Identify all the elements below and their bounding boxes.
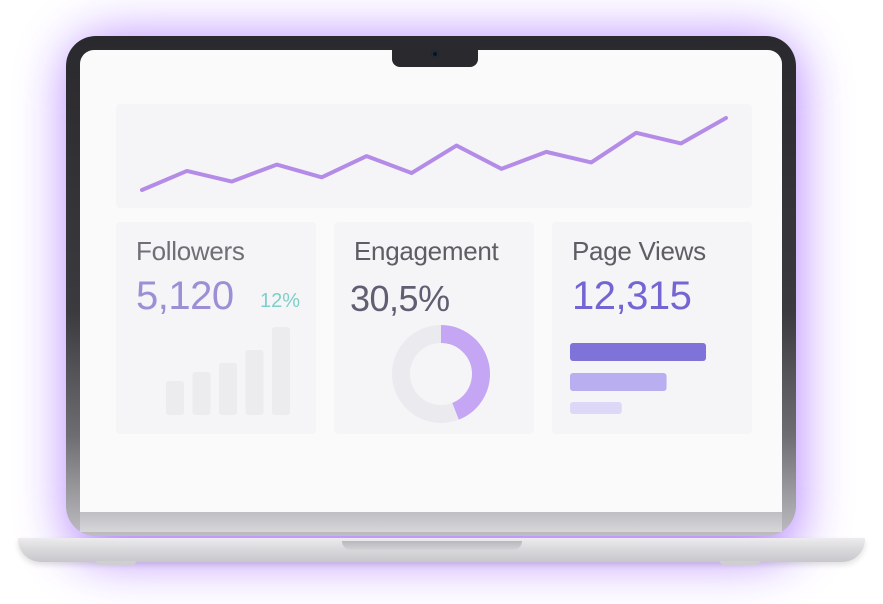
followers-bar (166, 381, 184, 415)
trend-line-chart (140, 116, 728, 192)
laptop-screen: Followers 5,120 12% Engagement 30,5% Pag… (80, 50, 782, 520)
followers-label: Followers (136, 236, 245, 266)
engagement-label: Engagement (354, 236, 499, 266)
camera-icon (431, 50, 439, 58)
laptop-foot-left (96, 561, 136, 565)
followers-bar (192, 372, 211, 415)
trend-chart-card (116, 104, 752, 208)
engagement-donut-chart (392, 325, 490, 423)
followers-bar (219, 363, 237, 415)
page-views-bar (570, 402, 622, 414)
followers-bar-chart (166, 327, 290, 415)
page-views-bar-chart (570, 343, 706, 414)
followers-delta: 12% (260, 290, 301, 312)
camera-notch (392, 42, 478, 67)
page-views-bar (570, 343, 706, 361)
screen-bottom-bezel (80, 512, 782, 532)
trend-line-series (140, 116, 728, 192)
page-views-card: Page Views 12,315 (552, 222, 752, 434)
page-views-label: Page Views (572, 236, 706, 266)
page-views-bar (570, 373, 667, 391)
donut-segment (392, 325, 490, 423)
laptop-foot-right (720, 561, 760, 565)
followers-bar (245, 350, 264, 415)
laptop-base-groove (342, 541, 522, 550)
page-views-value: 12,315 (572, 274, 692, 318)
engagement-value: 30,5% (350, 278, 450, 319)
followers-bar (272, 327, 290, 415)
engagement-card: Engagement 30,5% (334, 222, 534, 434)
followers-value: 5,120 (136, 274, 234, 318)
followers-card: Followers 5,120 12% (116, 222, 316, 434)
